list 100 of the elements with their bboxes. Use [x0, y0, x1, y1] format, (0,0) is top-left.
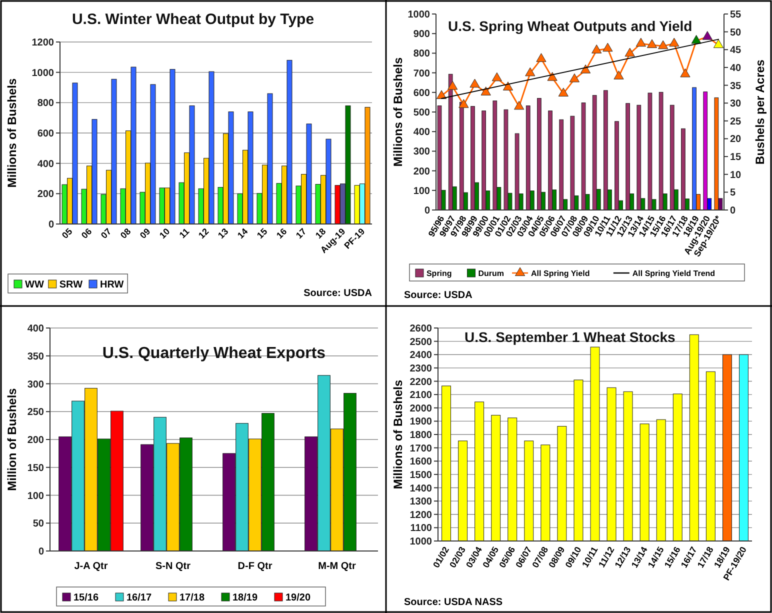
y2-tick-label: 35	[730, 80, 742, 92]
y-tick-label: 1900	[410, 416, 432, 428]
y2-tick-label: 5	[730, 188, 736, 199]
y-tick-label: 1000	[408, 10, 430, 20]
point	[658, 40, 668, 50]
bar	[670, 104, 674, 210]
y-tick-label: 400	[413, 127, 430, 138]
y-tick-label: 1200	[32, 38, 54, 48]
x-tick-label: 14	[236, 226, 250, 240]
bar	[570, 116, 575, 210]
point	[448, 80, 458, 90]
y-tick-label: 600	[37, 128, 54, 140]
legend-label: Durum	[478, 268, 504, 278]
y-tick-label: 1500	[410, 470, 432, 481]
y-tick-label: 1600	[410, 456, 432, 468]
bar	[592, 95, 597, 210]
y-tick-label: 0	[38, 546, 44, 558]
y-axis-title: Millions of Bushels	[391, 57, 405, 167]
y-tick-label: 1700	[410, 443, 432, 454]
x-tick-label: M-M Qtr	[318, 561, 356, 572]
y-tick-label: 1200	[410, 510, 432, 521]
point	[492, 72, 502, 82]
legend-label: All Spring Yield Trend	[632, 268, 716, 278]
y2-axis-title: Bushels per Acres	[753, 59, 767, 164]
legend-label: 18/19	[232, 592, 258, 604]
bar	[437, 105, 442, 210]
x-tick-label: 08	[118, 226, 133, 240]
y2-tick-label: 25	[730, 116, 742, 128]
y-tick-label: 50	[32, 518, 44, 530]
y-tick-label: 2400	[410, 350, 432, 362]
point	[680, 68, 690, 78]
x-tick-label: 12	[196, 226, 211, 240]
y-tick-label: 2000	[410, 403, 432, 414]
y-tick-label: 1800	[410, 430, 432, 441]
x-tick-label: J-A Qtr	[74, 561, 108, 572]
x-tick-label: D-F Qtr	[238, 561, 272, 572]
y2-tick-label: 10	[730, 170, 742, 181]
legend-label: 16/17	[126, 592, 152, 604]
x-tick-label: 17	[294, 226, 308, 240]
bar	[603, 90, 608, 210]
bar	[492, 100, 498, 210]
y-tick-label: 400	[37, 158, 54, 170]
bar	[482, 110, 486, 210]
y-tick-label: 2500	[410, 336, 432, 348]
source-note: Source: USDA NASS	[404, 597, 503, 608]
x-tick-label: 15	[255, 226, 270, 240]
point	[536, 53, 546, 62]
point	[502, 82, 514, 90]
bar	[504, 109, 508, 210]
bar	[714, 97, 719, 210]
y2-tick-label: 40	[730, 62, 742, 74]
y-tick-label: 800	[413, 48, 430, 60]
x-tick-label: 16	[274, 226, 289, 240]
y-tick-label: 700	[413, 68, 430, 80]
y-tick-label: 200	[413, 166, 430, 178]
point	[480, 86, 491, 96]
x-tick-label: 13	[216, 226, 230, 240]
bar	[681, 128, 686, 210]
point	[691, 34, 702, 44]
y2-tick-label: 0	[730, 206, 736, 216]
chart-title: U.S. Spring Wheat Outputs and Yield	[448, 18, 692, 34]
legend-label: Spring	[426, 268, 452, 278]
y-tick-label: 1000	[32, 68, 54, 79]
chart-title: U.S. September 1 Wheat Stocks	[464, 329, 676, 345]
bar	[658, 92, 664, 210]
bar	[514, 133, 520, 210]
y2-tick-label: 45	[730, 45, 742, 56]
point	[624, 48, 635, 57]
text: U.S. Quarterly Wheat Exports	[102, 345, 326, 362]
y-tick-label: 100	[413, 186, 430, 197]
bar	[626, 103, 630, 210]
point	[614, 70, 624, 80]
y2-tick-label: 20	[730, 134, 742, 146]
legend-label: HRW	[100, 280, 124, 290]
point	[525, 67, 536, 76]
point	[592, 44, 602, 54]
x-tick-label: 10	[158, 226, 172, 240]
y2-tick-label: 30	[730, 98, 742, 110]
bar	[703, 92, 708, 210]
legend-label: 15/16	[74, 592, 99, 604]
bar	[636, 104, 642, 210]
bar	[526, 105, 530, 210]
legend-label: 17/18	[180, 592, 205, 604]
y-tick-label: 1000	[410, 536, 432, 548]
x-tick-label: 06	[80, 226, 94, 240]
bar	[448, 74, 453, 210]
x-tick-label: 05	[60, 226, 74, 240]
point	[514, 100, 524, 110]
y-tick-label: 900	[413, 29, 430, 40]
y-tick-label: 2200	[410, 376, 432, 388]
y-tick-label: 200	[27, 435, 44, 446]
legend-label: 19/20	[286, 592, 311, 604]
y-tick-label: 250	[27, 407, 44, 418]
y-tick-label: 0	[48, 220, 54, 230]
y-tick-label: 300	[27, 379, 44, 390]
x-tick-label: 09	[138, 226, 152, 240]
point	[669, 38, 680, 47]
bar	[459, 102, 464, 210]
y-tick-label: 1100	[410, 523, 432, 534]
y-tick-label: 500	[413, 108, 430, 118]
